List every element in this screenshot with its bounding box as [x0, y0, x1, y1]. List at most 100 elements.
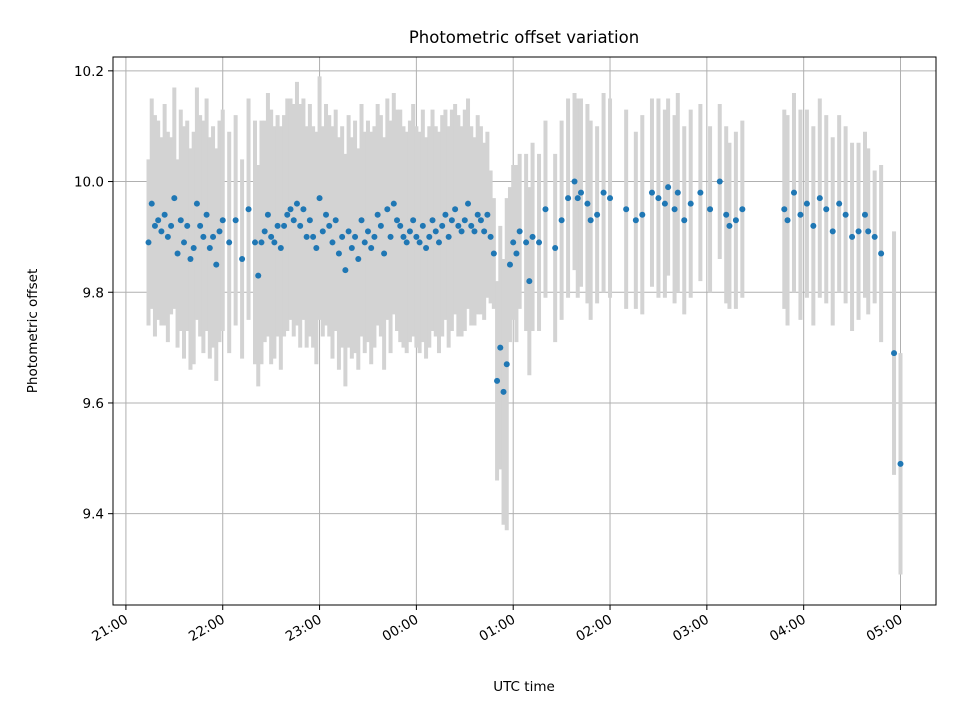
data-point	[865, 228, 872, 235]
data-point	[671, 206, 678, 213]
data-point	[639, 211, 646, 218]
data-point	[465, 200, 472, 207]
data-point	[506, 261, 513, 268]
data-point	[352, 233, 359, 240]
data-point	[897, 460, 904, 467]
data-point	[829, 228, 836, 235]
y-tick-label: 9.4	[83, 507, 104, 523]
data-point	[326, 222, 333, 229]
data-point	[371, 233, 378, 240]
data-point	[716, 178, 723, 185]
data-point	[790, 189, 797, 196]
data-point	[203, 211, 210, 218]
data-point	[390, 200, 397, 207]
chart-title: Photometric offset variation	[409, 28, 639, 47]
data-point	[484, 211, 491, 218]
data-point	[148, 200, 155, 207]
data-point	[193, 200, 200, 207]
data-point	[423, 244, 430, 251]
data-point	[416, 239, 423, 246]
data-point	[823, 206, 830, 213]
data-point	[494, 377, 501, 384]
data-point	[655, 195, 662, 202]
data-point	[784, 217, 791, 224]
data-point	[536, 239, 543, 246]
data-point	[184, 222, 191, 229]
data-point	[387, 233, 394, 240]
data-point	[332, 217, 339, 224]
data-point	[455, 222, 462, 229]
data-point	[368, 244, 375, 251]
data-point	[174, 250, 181, 257]
data-point	[316, 195, 323, 202]
data-point	[594, 211, 601, 218]
data-point	[726, 222, 733, 229]
data-point	[329, 239, 336, 246]
data-point	[481, 228, 488, 235]
data-point	[861, 211, 868, 218]
data-point	[245, 206, 252, 213]
data-point	[306, 217, 313, 224]
data-point	[300, 206, 307, 213]
data-point	[297, 222, 304, 229]
data-point	[487, 233, 494, 240]
data-point	[319, 228, 326, 235]
data-point	[490, 250, 497, 257]
data-point	[264, 211, 271, 218]
data-point	[290, 217, 297, 224]
data-point	[252, 239, 259, 246]
data-point	[674, 189, 681, 196]
data-point	[439, 222, 446, 229]
data-point	[261, 228, 268, 235]
data-point	[151, 222, 158, 229]
data-point	[232, 217, 239, 224]
data-point	[542, 206, 549, 213]
plot-frame	[112, 56, 937, 606]
y-tick-label: 10.0	[74, 175, 104, 191]
data-point	[891, 350, 898, 357]
data-point	[213, 261, 220, 268]
data-point	[468, 222, 475, 229]
data-point	[397, 222, 404, 229]
data-point	[145, 239, 152, 246]
data-point	[313, 244, 320, 251]
data-point	[623, 206, 630, 213]
data-point	[503, 361, 510, 368]
data-point	[210, 233, 217, 240]
data-point	[345, 228, 352, 235]
data-point	[526, 278, 533, 285]
data-point	[271, 239, 278, 246]
data-point	[707, 206, 714, 213]
data-point	[200, 233, 207, 240]
data-point	[281, 222, 288, 229]
data-point	[607, 195, 614, 202]
data-point	[364, 228, 371, 235]
data-point	[442, 211, 449, 218]
data-point	[855, 228, 862, 235]
data-point	[452, 206, 459, 213]
data-point	[432, 228, 439, 235]
data-point	[842, 211, 849, 218]
data-point	[448, 217, 455, 224]
data-point	[258, 239, 265, 246]
data-point	[661, 200, 668, 207]
data-point	[303, 233, 310, 240]
data-point	[226, 239, 233, 246]
data-point	[342, 267, 349, 274]
data-point	[497, 344, 504, 351]
data-point	[413, 233, 420, 240]
data-point	[648, 189, 655, 196]
data-point	[284, 211, 291, 218]
data-point	[339, 233, 346, 240]
data-point	[287, 206, 294, 213]
data-point	[471, 228, 478, 235]
data-point	[358, 217, 365, 224]
data-point	[190, 244, 197, 251]
data-point	[723, 211, 730, 218]
data-point	[836, 200, 843, 207]
data-point	[697, 189, 704, 196]
data-point	[513, 250, 520, 257]
data-point	[687, 200, 694, 207]
